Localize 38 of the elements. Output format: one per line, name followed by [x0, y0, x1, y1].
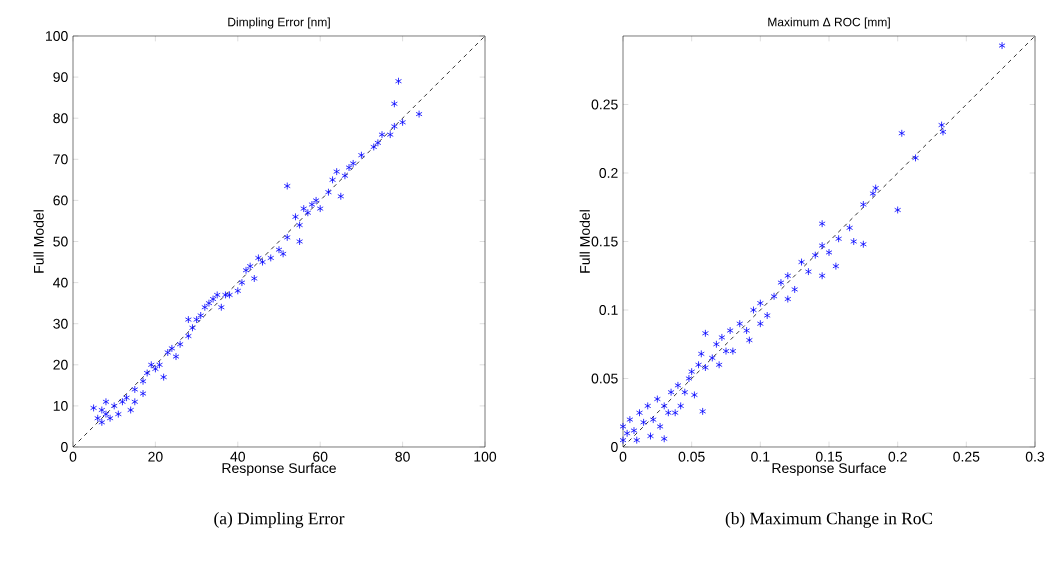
text: (b) Maximum Change in RoC	[725, 512, 933, 528]
chart-title: Maximum Δ ROC [mm]	[768, 17, 890, 29]
x-tick-label: 0	[619, 451, 627, 462]
x-tick-label: 80	[395, 451, 410, 462]
y-tick-label: 0.05	[591, 373, 618, 384]
y-tick-label: 0.1	[599, 305, 618, 315]
x-tick-label: 40	[230, 451, 246, 462]
y-tick-label: 100	[46, 31, 68, 41]
chart-title: Dimpling Error [nm]	[228, 17, 330, 29]
y-tick-label: 0.25	[591, 99, 618, 110]
x-tick-label: 0.05	[678, 451, 705, 462]
x-tick-label: 0.25	[953, 451, 980, 462]
text: (a) Dimpling Error	[214, 512, 345, 528]
x-tick-label: 60	[313, 451, 328, 462]
x-tick-label: 0.2	[888, 451, 907, 462]
y-tick-label: 10	[53, 400, 68, 411]
x-tick-label: 0.15	[815, 451, 843, 462]
x-tick-label: 0	[69, 451, 77, 462]
y-tick-label: 0.2	[599, 168, 618, 178]
x-axis-title: Response Surface	[772, 462, 886, 476]
y-tick-label: 40	[53, 277, 68, 288]
y-axis-title: Full Model	[579, 210, 590, 273]
x-axis-title: Response Surface	[222, 462, 336, 476]
x-tick-label: 20	[148, 451, 163, 462]
y-axis-title: Full Model	[33, 210, 44, 273]
y-tick-label: 60	[53, 195, 68, 206]
y-tick-label: 50	[53, 236, 68, 247]
x-tick-label: 0.1	[751, 451, 770, 462]
y-tick-label: 30	[53, 318, 68, 329]
y-tick-label: 0.15	[591, 236, 618, 247]
y-tick-label: 0	[611, 442, 618, 452]
x-tick-label: 100	[474, 451, 497, 462]
y-tick-label: 80	[53, 113, 68, 124]
y-tick-label: 0	[61, 442, 68, 452]
x-tick-label: 0.3	[1025, 451, 1045, 462]
y-tick-label: 90	[53, 72, 68, 83]
y-tick-label: 70	[53, 154, 68, 165]
y-tick-label: 20	[53, 359, 68, 370]
